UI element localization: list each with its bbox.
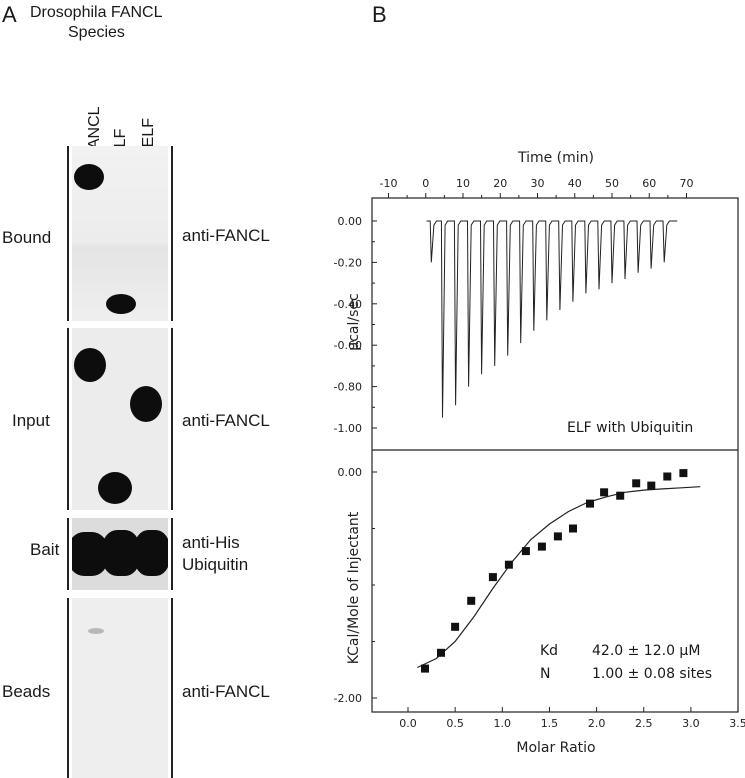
blot-bait xyxy=(72,518,168,590)
row-label-beads: Beads xyxy=(2,682,51,701)
antibody-label-bound: anti-FANCL xyxy=(182,226,270,245)
bracket-left-bound xyxy=(67,146,69,321)
top-y-axis-title: μcal/sec xyxy=(346,293,362,350)
bottom-x-tick-label: 1.0 xyxy=(494,717,512,730)
data-point xyxy=(679,469,688,478)
data-point xyxy=(647,481,656,490)
antibody-label-bait-line2: Ubiquitin xyxy=(182,555,249,574)
top-x-tick-label: 10 xyxy=(456,177,470,190)
bottom-y-tick-label: -2.00 xyxy=(334,692,362,705)
top-y-tick-label: -0.40 xyxy=(334,298,362,311)
fit-kd-label: Kd xyxy=(540,643,559,659)
thermogram-trace xyxy=(426,220,678,418)
blot-bound xyxy=(72,146,168,321)
data-point xyxy=(421,664,429,673)
band-bait-delta-elf xyxy=(134,530,168,576)
itc-annotation: ELF with Ubiquitin xyxy=(567,420,694,436)
data-point xyxy=(504,560,513,569)
panel-b-letter: B xyxy=(372,2,387,27)
bottom-y-axis-title: KCal/Mole of Injectant xyxy=(346,511,362,664)
band-bound-elf xyxy=(106,294,136,314)
fit-kd-value: 42.0 ± 12.0 μM xyxy=(592,643,701,659)
bracket-right-beads xyxy=(171,598,173,778)
bracket-right-bound xyxy=(171,146,173,321)
band-input-delta-elf xyxy=(130,386,162,422)
bottom-x-tick-label: 1.5 xyxy=(541,717,559,730)
bottom-x-tick-label: 0.5 xyxy=(446,717,464,730)
data-point xyxy=(537,542,546,551)
top-y-tick-label: -1.00 xyxy=(334,422,362,435)
bottom-y-tick-label: 0.00 xyxy=(338,466,363,479)
bottom-x-axis-title: Molar Ratio xyxy=(516,740,595,756)
top-x-tick-label: 50 xyxy=(605,177,619,190)
data-point xyxy=(616,491,625,500)
data-point xyxy=(632,479,641,488)
top-x-axis-title: Time (min) xyxy=(517,150,594,166)
data-point xyxy=(663,472,672,481)
data-point xyxy=(451,622,460,631)
fit-n-label: N xyxy=(540,666,551,682)
bottom-x-tick-label: 0.0 xyxy=(399,717,417,730)
panel-a-letter: A xyxy=(2,2,17,27)
bottom-x-tick-label: 2.0 xyxy=(588,717,606,730)
bracket-right-input xyxy=(171,328,173,510)
fit-n-value: 1.00 ± 0.08 sites xyxy=(592,666,713,682)
fit-curve xyxy=(417,486,701,669)
band-bait-elf xyxy=(102,530,140,576)
top-y-tick-label: -0.20 xyxy=(334,256,362,269)
row-label-bait: Bait xyxy=(30,540,60,559)
top-y-tick-label: 0.00 xyxy=(338,215,363,228)
top-x-tick-label: -10 xyxy=(380,177,398,190)
top-x-tick-label: 70 xyxy=(680,177,694,190)
panel-a-title-line1: Drosophila FANCL xyxy=(30,4,163,21)
data-point xyxy=(521,547,530,556)
data-point xyxy=(600,488,609,497)
band-beads-faint xyxy=(88,628,104,634)
bracket-left-input xyxy=(67,328,69,510)
plot-frame xyxy=(371,197,739,713)
bottom-x-tick-label: 3.0 xyxy=(682,717,700,730)
bracket-left-beads xyxy=(67,598,69,778)
antibody-label-beads: anti-FANCL xyxy=(182,682,270,701)
data-point xyxy=(553,532,562,541)
bottom-x-tick-label: 3.5 xyxy=(729,717,745,730)
row-label-bound: Bound xyxy=(2,228,52,247)
top-x-tick-label: 60 xyxy=(642,177,656,190)
blot-beads xyxy=(72,598,168,778)
top-x-tick-label: 20 xyxy=(493,177,507,190)
top-x-tick-label: 30 xyxy=(531,177,545,190)
antibody-label-input: anti-FANCL xyxy=(182,411,270,430)
band-bound-fancl xyxy=(74,164,104,190)
blot-input xyxy=(72,328,168,510)
top-y-tick-label: -0.80 xyxy=(334,381,362,394)
antibody-label-bait: anti-His xyxy=(182,533,240,552)
bracket-right-bait xyxy=(171,518,173,590)
top-y-tick-label: -0.60 xyxy=(334,339,362,352)
data-point xyxy=(569,524,577,533)
data-point xyxy=(437,648,445,657)
row-label-input: Input xyxy=(12,411,50,430)
data-point xyxy=(586,499,594,508)
bottom-x-tick-label: 2.5 xyxy=(635,717,653,730)
bracket-left-bait xyxy=(67,518,69,590)
data-point xyxy=(488,573,497,582)
top-x-tick-label: 40 xyxy=(568,177,582,190)
data-point xyxy=(467,596,476,605)
top-x-tick-label: 0 xyxy=(422,177,429,190)
band-input-fancl xyxy=(74,348,106,382)
band-input-elf xyxy=(98,472,132,504)
panel-a-title-line2: Species xyxy=(68,24,125,41)
